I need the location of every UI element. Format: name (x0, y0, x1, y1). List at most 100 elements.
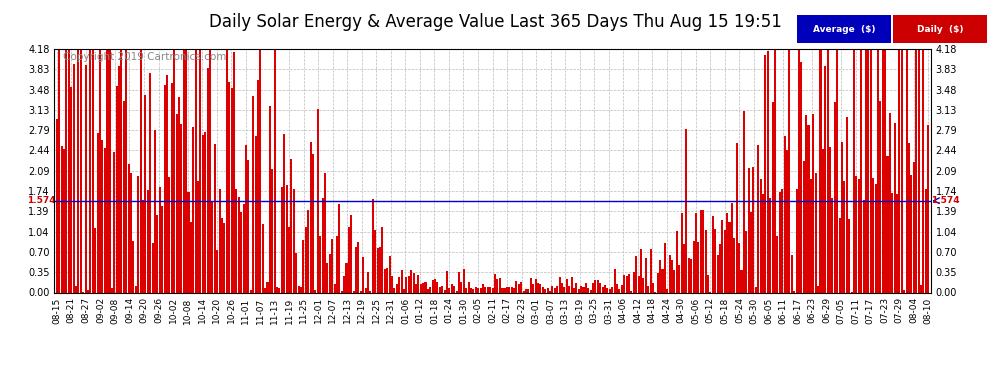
Bar (158, 187, 160, 292)
Bar (58, 49, 60, 292)
Bar (75, 286, 77, 292)
Bar (636, 256, 638, 292)
Bar (391, 276, 393, 292)
Bar (739, 243, 741, 292)
Bar (175, 114, 177, 292)
Bar (504, 288, 506, 292)
Bar (731, 202, 733, 292)
Bar (867, 49, 869, 292)
Bar (664, 243, 666, 292)
Bar (369, 291, 371, 292)
Bar (379, 247, 381, 292)
Bar (278, 288, 280, 292)
Bar (99, 49, 101, 292)
Bar (111, 288, 113, 292)
Bar (776, 237, 778, 292)
Bar (570, 277, 572, 292)
Bar (384, 268, 386, 292)
Bar (719, 244, 721, 292)
Bar (563, 287, 565, 292)
Bar (286, 185, 288, 292)
Bar (347, 226, 349, 292)
Bar (800, 62, 802, 292)
Bar (796, 189, 798, 292)
Bar (882, 49, 884, 292)
Bar (444, 290, 446, 292)
Bar (747, 168, 749, 292)
Bar (506, 287, 508, 292)
Bar (908, 142, 910, 292)
Bar (470, 288, 472, 292)
Bar (77, 49, 79, 292)
Bar (403, 289, 405, 292)
Bar (487, 287, 489, 292)
Bar (923, 49, 925, 292)
Bar (475, 287, 477, 292)
Bar (516, 281, 518, 292)
Bar (853, 49, 855, 292)
Bar (750, 212, 752, 292)
Bar (825, 66, 827, 292)
Bar (264, 288, 266, 292)
Bar (769, 198, 771, 292)
Bar (89, 49, 91, 292)
Bar (128, 164, 130, 292)
Bar (281, 187, 283, 292)
Bar (671, 260, 673, 292)
Bar (118, 66, 120, 292)
Bar (558, 277, 560, 292)
Bar (254, 136, 256, 292)
Bar (528, 289, 530, 292)
Bar (241, 212, 243, 292)
Bar (427, 290, 429, 292)
Bar (901, 49, 903, 292)
Bar (661, 269, 663, 292)
Bar (827, 49, 829, 292)
Bar (334, 284, 336, 292)
Bar (633, 272, 635, 292)
Bar (668, 255, 670, 292)
Bar (180, 124, 182, 292)
Bar (551, 286, 553, 292)
Bar (742, 111, 744, 292)
Bar (214, 144, 216, 292)
Bar (690, 259, 692, 292)
Bar (462, 269, 465, 292)
Bar (891, 193, 893, 292)
Bar (638, 276, 640, 292)
Bar (467, 282, 469, 292)
Bar (580, 286, 582, 292)
Bar (542, 287, 544, 292)
Bar (228, 82, 231, 292)
Bar (422, 283, 424, 292)
Bar (604, 285, 606, 292)
Bar (101, 140, 103, 292)
Bar (874, 184, 876, 292)
Bar (535, 279, 537, 292)
Bar (628, 274, 630, 292)
Bar (327, 263, 329, 292)
Bar (812, 114, 815, 292)
Bar (714, 229, 716, 292)
Bar (832, 198, 834, 292)
Bar (597, 280, 599, 292)
Bar (894, 123, 896, 292)
Bar (405, 277, 407, 292)
Bar (259, 49, 261, 292)
Bar (623, 275, 626, 292)
Bar (530, 278, 532, 292)
Bar (364, 288, 366, 292)
Bar (163, 85, 165, 292)
Bar (860, 49, 862, 292)
Bar (140, 49, 142, 292)
Bar (161, 206, 163, 292)
Text: Daily  ($): Daily ($) (917, 25, 963, 34)
Bar (647, 286, 649, 292)
Bar (401, 270, 403, 292)
Bar (607, 288, 609, 292)
Bar (722, 220, 724, 292)
Bar (592, 283, 594, 292)
Bar (374, 230, 376, 292)
Bar (762, 194, 764, 292)
Bar (619, 289, 621, 292)
